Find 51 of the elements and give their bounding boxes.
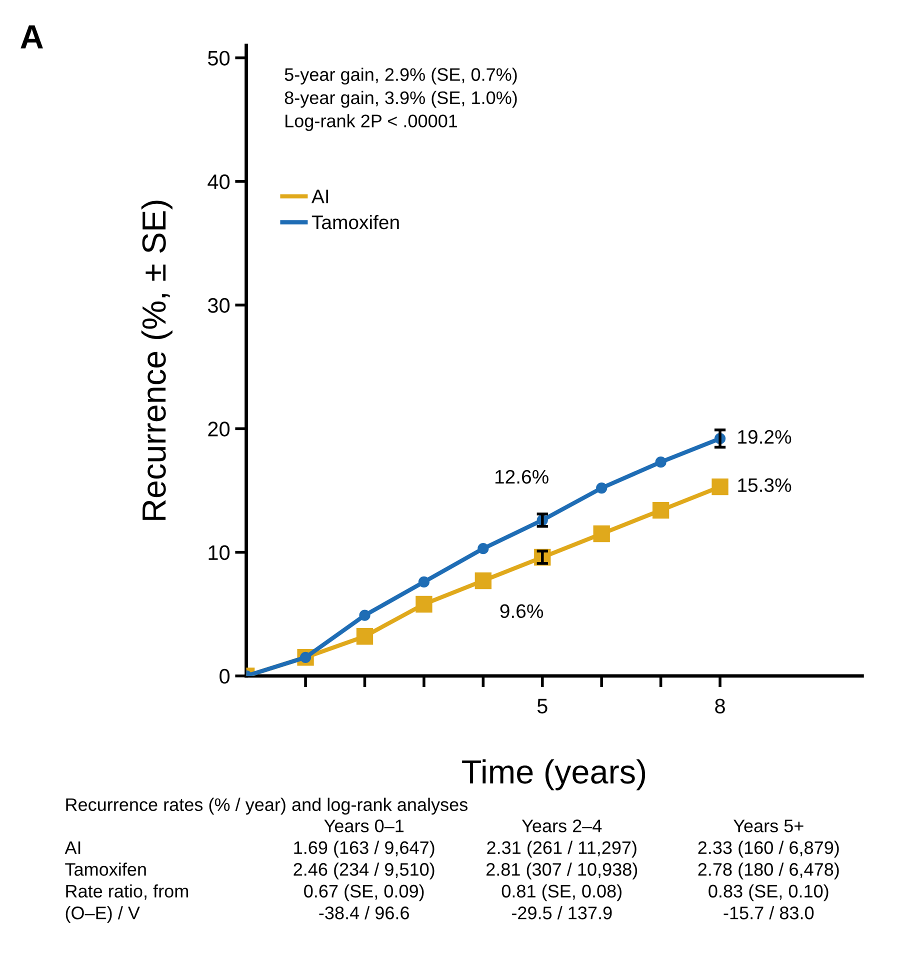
point xyxy=(416,596,432,613)
y-axis-title: Recurrence (%, ± SE) xyxy=(141,200,172,520)
point xyxy=(652,502,670,519)
text: -15.7 / 83.0 xyxy=(724,906,814,920)
y-tick-label: 10 xyxy=(208,545,230,560)
text: 2.81 (307 / 10,938) xyxy=(486,862,638,880)
text: Recurrence rates (% / year) and log-rank analyses xyxy=(66,798,468,815)
point xyxy=(593,525,610,542)
annotation: Log-rank 2P < .00001 xyxy=(286,114,458,131)
text: Years 0–1 xyxy=(324,820,404,832)
text: A xyxy=(20,25,43,48)
legend-label: AI xyxy=(312,190,328,204)
text: 2.31 (261 / 11,297) xyxy=(487,840,636,858)
data-label: 19.2% xyxy=(738,430,792,444)
point xyxy=(478,543,489,554)
y-tick-label: 30 xyxy=(208,298,230,313)
data-label: 15.3% xyxy=(738,478,792,492)
text: 2.33 (160 / 6,879) xyxy=(698,840,839,858)
x-tick-label: 8 xyxy=(715,698,725,714)
text: 2.78 (180 / 6,478) xyxy=(698,862,839,880)
text: 0.81 (SE, 0.08) xyxy=(502,884,622,902)
point xyxy=(596,482,608,494)
point xyxy=(712,478,728,496)
point xyxy=(474,572,492,590)
text: 1.69 (163 / 9,647) xyxy=(294,840,434,858)
text: Rate ratio, from xyxy=(66,884,188,900)
point xyxy=(359,610,370,621)
y-tick-label: 50 xyxy=(208,50,230,66)
point xyxy=(418,576,430,588)
annotation: 8-year gain, 3.9% (SE, 1.0%) xyxy=(284,90,517,108)
point xyxy=(655,456,666,468)
text: (O–E) / V xyxy=(66,906,140,923)
data-label: 12.6% xyxy=(495,470,548,484)
point xyxy=(356,628,374,645)
text: Years 2–4 xyxy=(522,820,602,832)
y-tick-label: 0 xyxy=(220,668,230,684)
data-label: 9.6% xyxy=(500,604,544,618)
text: -38.4 / 96.6 xyxy=(319,906,409,920)
y-tick-label: 40 xyxy=(208,174,230,190)
legend-label: Tamoxifen xyxy=(312,214,399,230)
text: -29.5 / 137.9 xyxy=(512,906,612,920)
y-tick-label: 20 xyxy=(208,422,230,436)
text: Years 5+ xyxy=(733,820,804,832)
x-axis-title: Time (years) xyxy=(462,759,646,790)
text: AI xyxy=(64,841,80,854)
annotation: 5-year gain, 2.9% (SE, 0.7%) xyxy=(284,68,517,85)
text: 2.46 (234 / 9,510) xyxy=(294,862,434,880)
x-tick-label: 5 xyxy=(537,698,548,714)
text: 0.67 (SE, 0.09) xyxy=(304,884,424,902)
text: Tamoxifen xyxy=(65,862,146,876)
text: 0.83 (SE, 0.10) xyxy=(708,884,828,902)
